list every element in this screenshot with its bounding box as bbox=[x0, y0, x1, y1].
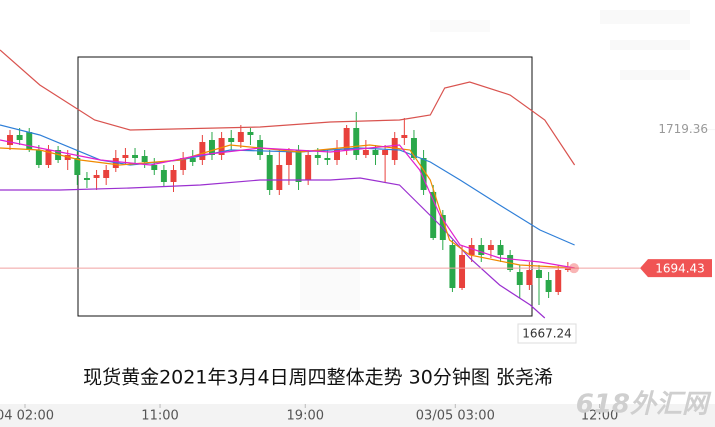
candle-body bbox=[468, 245, 475, 255]
candle-body bbox=[228, 138, 235, 142]
low-label-box bbox=[517, 323, 577, 344]
candle-body bbox=[83, 178, 90, 180]
candle-body bbox=[516, 272, 523, 285]
candle-body bbox=[45, 150, 52, 165]
candle-body bbox=[430, 192, 437, 238]
candle-body bbox=[372, 150, 379, 155]
candle-body bbox=[180, 158, 187, 170]
candle-body bbox=[141, 156, 148, 162]
candle-body bbox=[353, 128, 360, 155]
low-label: 1667.24 bbox=[522, 327, 572, 341]
candle-body bbox=[218, 138, 225, 155]
candle-body bbox=[314, 155, 321, 158]
candle-body bbox=[93, 175, 100, 178]
candle-body bbox=[478, 245, 485, 255]
candle-body bbox=[526, 270, 533, 285]
candle-body bbox=[247, 132, 254, 135]
x-tick-label: 03/05 03:00 bbox=[416, 409, 495, 424]
x-tick-label: 04 02:00 bbox=[0, 409, 54, 424]
indicator-line bbox=[0, 144, 575, 269]
candle-body bbox=[305, 155, 312, 180]
last-price-label: 1694.43 bbox=[655, 262, 705, 276]
candle-body bbox=[122, 155, 129, 158]
candle-body bbox=[420, 158, 427, 190]
candle-body bbox=[459, 255, 466, 288]
last-price-tag bbox=[640, 259, 712, 278]
x-tick-label: 11:00 bbox=[141, 409, 178, 424]
x-axis-band bbox=[0, 404, 715, 427]
candle-body bbox=[26, 132, 33, 150]
candle-body bbox=[487, 245, 494, 250]
candle-body bbox=[151, 165, 158, 170]
candle-body bbox=[343, 128, 350, 150]
candle-body bbox=[410, 138, 417, 158]
x-tick-label: 12:00 bbox=[581, 409, 618, 424]
candle-body bbox=[362, 150, 369, 155]
candle-body bbox=[237, 132, 244, 142]
candle-body bbox=[199, 142, 206, 160]
candle-body bbox=[536, 270, 542, 278]
candle-body bbox=[7, 135, 13, 145]
candle-body bbox=[189, 158, 196, 162]
candle-body bbox=[35, 150, 42, 165]
y-tick-label: 1719.36 bbox=[658, 122, 708, 136]
candle-body bbox=[324, 158, 331, 160]
background-pattern bbox=[160, 10, 690, 310]
candle-body bbox=[103, 170, 110, 178]
candle-body bbox=[208, 140, 215, 155]
candle-body bbox=[74, 158, 81, 175]
candle-body bbox=[160, 170, 167, 182]
candle-body bbox=[391, 138, 398, 160]
candle-body bbox=[497, 245, 504, 255]
candle-body bbox=[266, 155, 273, 190]
x-tick-label: 19:00 bbox=[287, 409, 324, 424]
watermark: 618外汇网 bbox=[576, 390, 712, 420]
candle-body bbox=[382, 150, 389, 155]
candle-body bbox=[170, 170, 177, 182]
candle-body bbox=[564, 268, 571, 270]
candle-body bbox=[545, 280, 552, 292]
candle-body bbox=[132, 155, 139, 158]
candle-body bbox=[16, 135, 23, 140]
indicator-line bbox=[0, 139, 575, 269]
candle-body bbox=[285, 152, 292, 165]
last-price-dot bbox=[569, 263, 579, 274]
candle-body bbox=[276, 165, 283, 190]
candle-body bbox=[449, 245, 456, 288]
candle-body bbox=[295, 150, 302, 182]
candle-body bbox=[334, 150, 340, 160]
indicator-line bbox=[0, 49, 576, 166]
indicator-line bbox=[0, 177, 546, 319]
range-box bbox=[77, 56, 533, 317]
caption: 现货黄金2021年3月4日周四整体走势 30分钟图 张尧浠 bbox=[83, 367, 553, 389]
candle-body bbox=[401, 135, 408, 138]
candle-body bbox=[555, 270, 562, 292]
